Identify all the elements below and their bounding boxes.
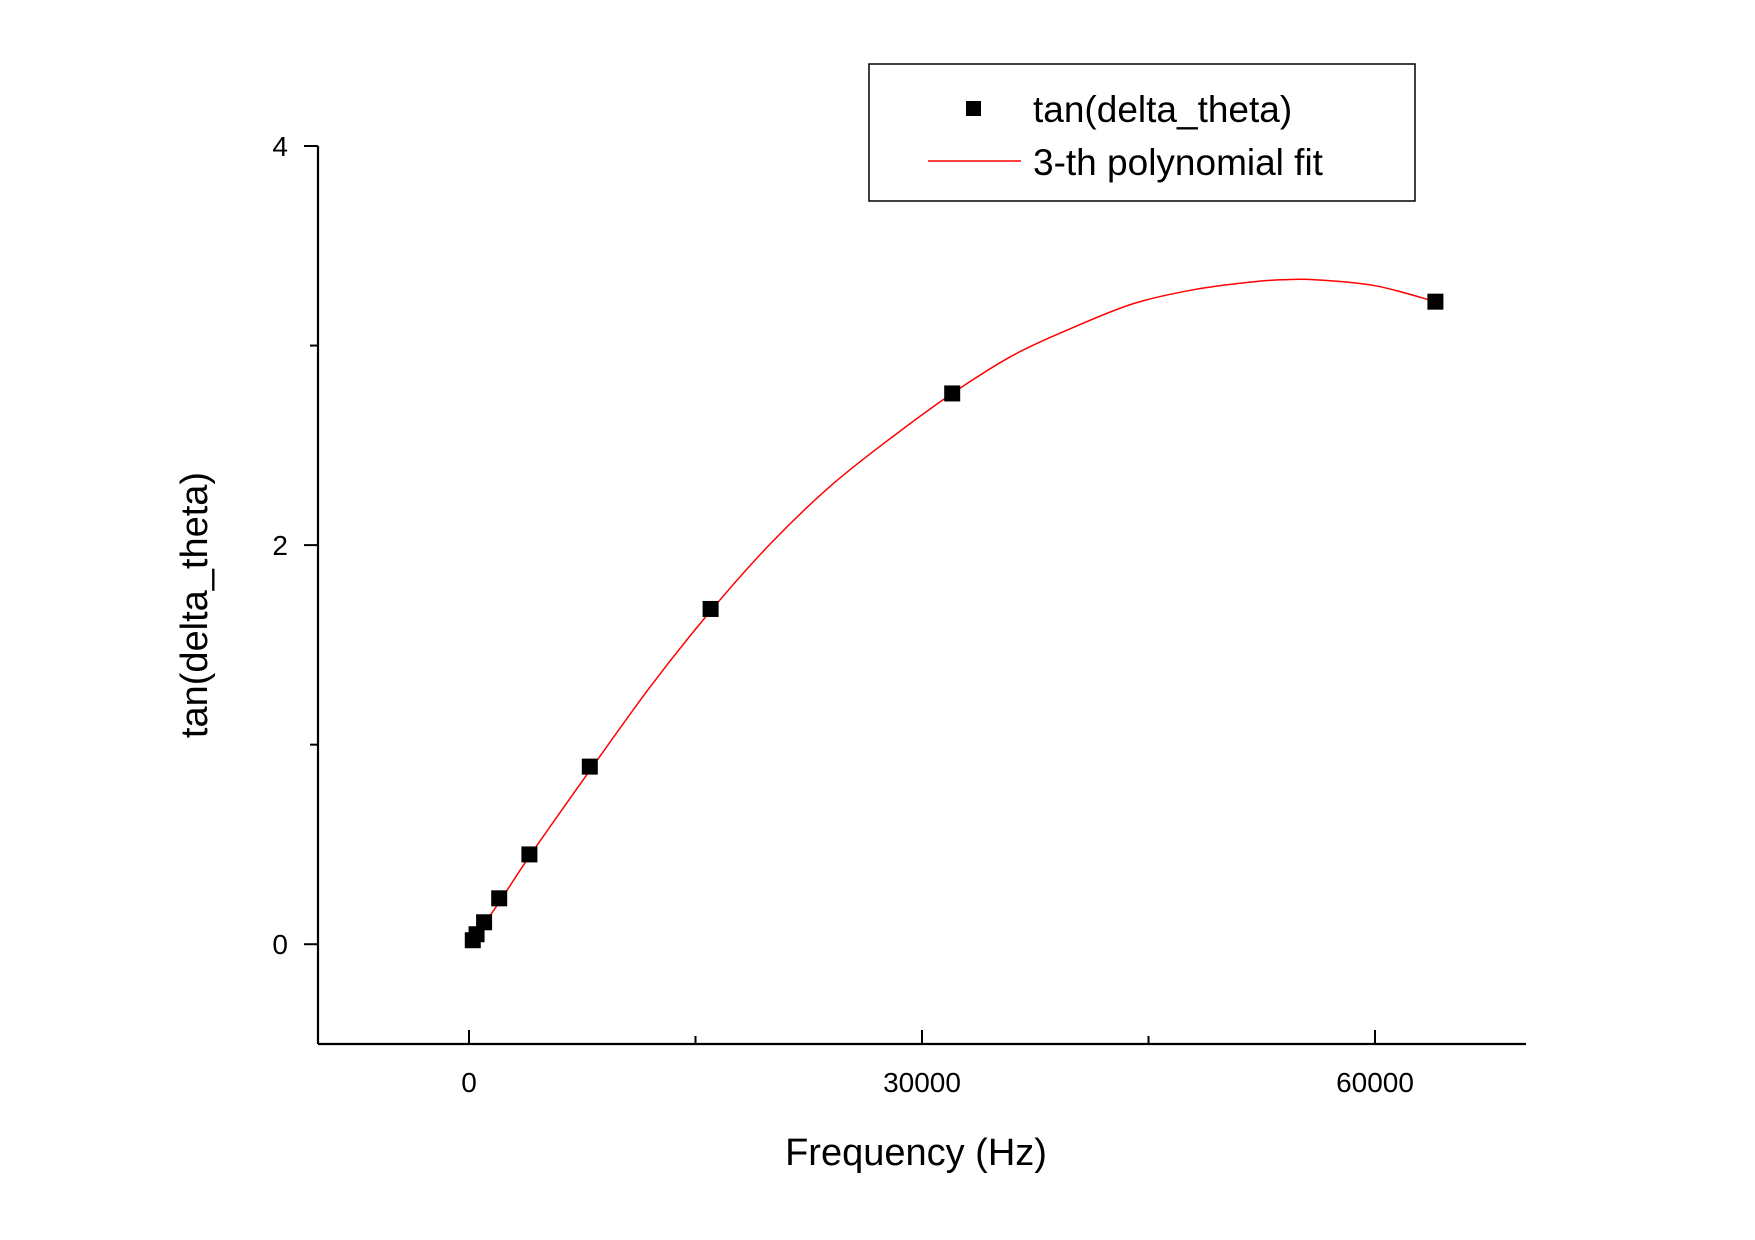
data-point	[1427, 293, 1444, 310]
data-point	[702, 600, 719, 617]
y-tick-label: 0	[272, 929, 288, 960]
y-ticks: 0 2 4	[272, 131, 318, 960]
data-point	[491, 890, 508, 907]
x-axis-title: Frequency (Hz)	[785, 1132, 1047, 1174]
data-point	[581, 758, 598, 775]
x-ticks: 0 30000 60000	[461, 1030, 1414, 1098]
legend-marker-scatter	[966, 101, 981, 116]
plot-area	[464, 278, 1444, 949]
legend-box	[868, 63, 1416, 202]
x-tick-label: 0	[461, 1067, 477, 1098]
legend-label-scatter: tan(delta_theta)	[1033, 89, 1292, 130]
x-tick-label: 60000	[1336, 1067, 1414, 1098]
fit-line	[472, 278, 1436, 941]
y-tick-label: 2	[272, 530, 288, 561]
data-point	[944, 385, 961, 402]
y-tick-label: 4	[272, 131, 288, 162]
y-axis-title: tan(delta_theta)	[174, 472, 216, 738]
data-point	[476, 914, 493, 931]
data-point	[521, 846, 538, 863]
legend-label-fit: 3-th polynomial fit	[1033, 142, 1324, 183]
legend: tan(delta_theta) 3-th polynomial fit	[868, 63, 1416, 202]
x-tick-label: 30000	[883, 1067, 961, 1098]
axes	[316, 146, 1526, 1046]
